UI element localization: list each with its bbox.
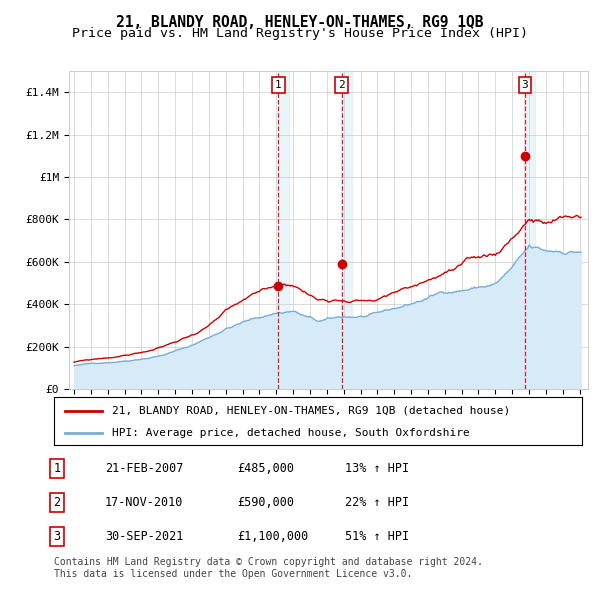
Text: HPI: Average price, detached house, South Oxfordshire: HPI: Average price, detached house, Sout… xyxy=(112,428,470,438)
Bar xyxy=(341,71,352,389)
Bar xyxy=(524,71,535,389)
Text: 22% ↑ HPI: 22% ↑ HPI xyxy=(345,496,409,509)
Text: 2: 2 xyxy=(338,80,345,90)
Text: Price paid vs. HM Land Registry's House Price Index (HPI): Price paid vs. HM Land Registry's House … xyxy=(72,27,528,40)
Text: 1: 1 xyxy=(275,80,282,90)
Text: £590,000: £590,000 xyxy=(237,496,294,509)
Text: 30-SEP-2021: 30-SEP-2021 xyxy=(105,530,184,543)
Bar xyxy=(278,71,289,389)
Text: 21-FEB-2007: 21-FEB-2007 xyxy=(105,462,184,475)
Text: 17-NOV-2010: 17-NOV-2010 xyxy=(105,496,184,509)
Text: 21, BLANDY ROAD, HENLEY-ON-THAMES, RG9 1QB (detached house): 21, BLANDY ROAD, HENLEY-ON-THAMES, RG9 1… xyxy=(112,405,511,415)
Text: 3: 3 xyxy=(521,80,528,90)
Text: £485,000: £485,000 xyxy=(237,462,294,475)
Text: 13% ↑ HPI: 13% ↑ HPI xyxy=(345,462,409,475)
Text: £1,100,000: £1,100,000 xyxy=(237,530,308,543)
Text: 3: 3 xyxy=(53,530,61,543)
Text: 51% ↑ HPI: 51% ↑ HPI xyxy=(345,530,409,543)
Text: 1: 1 xyxy=(53,462,61,475)
Text: Contains HM Land Registry data © Crown copyright and database right 2024.
This d: Contains HM Land Registry data © Crown c… xyxy=(54,557,483,579)
Text: 2: 2 xyxy=(53,496,61,509)
Text: 21, BLANDY ROAD, HENLEY-ON-THAMES, RG9 1QB: 21, BLANDY ROAD, HENLEY-ON-THAMES, RG9 1… xyxy=(116,15,484,30)
